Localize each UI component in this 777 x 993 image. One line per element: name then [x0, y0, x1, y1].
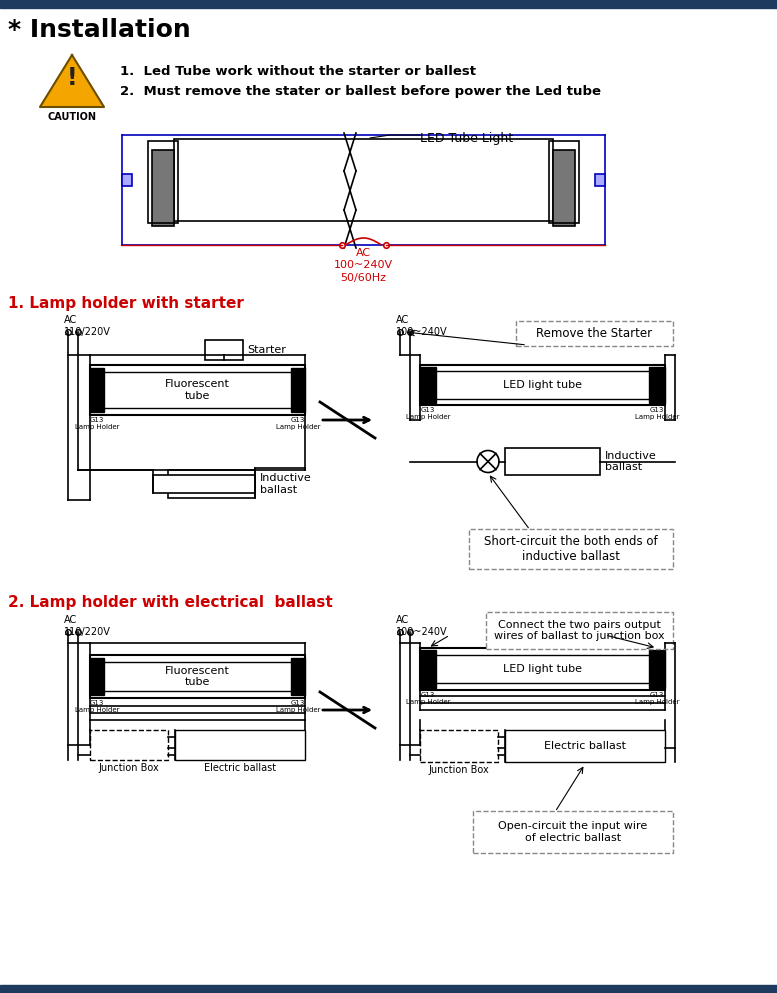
- Bar: [505, 730, 665, 762]
- Text: G13
Lamp Holder: G13 Lamp Holder: [276, 417, 320, 430]
- Text: 1. Lamp holder with starter: 1. Lamp holder with starter: [8, 296, 244, 311]
- Text: G13
Lamp Holder: G13 Lamp Holder: [406, 407, 450, 420]
- Text: Connect the two pairs output
wires of ballast to junction box: Connect the two pairs output wires of ba…: [494, 620, 665, 641]
- Text: 2.  Must remove the stater or ballest before power the Led tube: 2. Must remove the stater or ballest bef…: [120, 85, 601, 98]
- Bar: [90, 658, 104, 695]
- Bar: [436, 371, 649, 399]
- Text: G13
Lamp Holder: G13 Lamp Holder: [276, 700, 320, 713]
- Text: AC
100~240V
50/60Hz: AC 100~240V 50/60Hz: [334, 248, 393, 283]
- Text: Remove the Starter: Remove the Starter: [536, 327, 653, 340]
- Bar: [420, 730, 498, 762]
- Text: 1.  Led Tube work without the starter or ballest: 1. Led Tube work without the starter or …: [120, 65, 476, 78]
- FancyBboxPatch shape: [473, 811, 673, 853]
- Text: LED light tube: LED light tube: [503, 664, 582, 674]
- Text: Open-circuit the input wire
of electric ballast: Open-circuit the input wire of electric …: [498, 821, 647, 843]
- Text: AC
110/220V: AC 110/220V: [64, 315, 111, 337]
- Text: G13
Lamp Holder: G13 Lamp Holder: [406, 692, 450, 705]
- Bar: [90, 368, 104, 412]
- Text: Junction Box: Junction Box: [429, 765, 490, 775]
- Bar: [649, 367, 665, 403]
- Text: Fluorescent
tube: Fluorescent tube: [165, 379, 230, 401]
- Text: LED light tube: LED light tube: [503, 380, 582, 390]
- Text: G13
Lamp Holder: G13 Lamp Holder: [75, 700, 119, 713]
- Bar: [420, 365, 665, 405]
- Bar: [104, 372, 291, 408]
- FancyBboxPatch shape: [469, 529, 673, 569]
- Bar: [90, 730, 168, 760]
- Text: G13
Lamp Holder: G13 Lamp Holder: [635, 692, 679, 705]
- Text: AC
100~240V: AC 100~240V: [396, 615, 448, 637]
- Polygon shape: [40, 55, 104, 107]
- Bar: [291, 368, 305, 412]
- Bar: [205, 340, 243, 360]
- Text: Junction Box: Junction Box: [99, 763, 159, 773]
- Text: Starter: Starter: [247, 345, 286, 355]
- Bar: [420, 650, 436, 688]
- Text: Inductive
ballast: Inductive ballast: [605, 451, 657, 473]
- Text: LED Tube Light: LED Tube Light: [420, 132, 513, 145]
- Text: Electric ballast: Electric ballast: [204, 763, 276, 773]
- Text: G13
Lamp Holder: G13 Lamp Holder: [635, 407, 679, 420]
- Bar: [595, 174, 605, 186]
- Text: 2. Lamp holder with electrical  ballast: 2. Lamp holder with electrical ballast: [8, 595, 333, 610]
- Bar: [152, 150, 174, 226]
- Bar: [291, 658, 305, 695]
- Bar: [90, 655, 305, 698]
- Bar: [0, 0, 777, 8]
- Text: !: !: [67, 66, 78, 90]
- Bar: [153, 475, 255, 493]
- Bar: [436, 655, 649, 683]
- Bar: [420, 367, 436, 403]
- Bar: [175, 730, 305, 760]
- Text: Inductive
ballast: Inductive ballast: [260, 474, 312, 495]
- Text: Electric ballast: Electric ballast: [544, 741, 626, 751]
- Bar: [420, 648, 665, 690]
- Bar: [0, 985, 777, 993]
- Bar: [168, 470, 255, 498]
- Bar: [104, 662, 291, 691]
- Text: Fluorescent
tube: Fluorescent tube: [165, 665, 230, 687]
- Text: G13
Lamp Holder: G13 Lamp Holder: [75, 417, 119, 430]
- Bar: [553, 150, 575, 226]
- FancyBboxPatch shape: [486, 612, 673, 649]
- Bar: [174, 139, 553, 221]
- Text: Short-circuit the both ends of
inductive ballast: Short-circuit the both ends of inductive…: [484, 535, 658, 563]
- Text: AC
110/220V: AC 110/220V: [64, 615, 111, 637]
- Text: * Installation: * Installation: [8, 18, 190, 42]
- Bar: [122, 174, 132, 186]
- Text: CAUTION: CAUTION: [47, 112, 96, 122]
- Bar: [148, 141, 178, 223]
- FancyBboxPatch shape: [516, 321, 673, 346]
- Bar: [505, 448, 600, 475]
- Text: AC
100~240V: AC 100~240V: [396, 315, 448, 337]
- Bar: [90, 365, 305, 415]
- Bar: [649, 650, 665, 688]
- Bar: [549, 141, 579, 223]
